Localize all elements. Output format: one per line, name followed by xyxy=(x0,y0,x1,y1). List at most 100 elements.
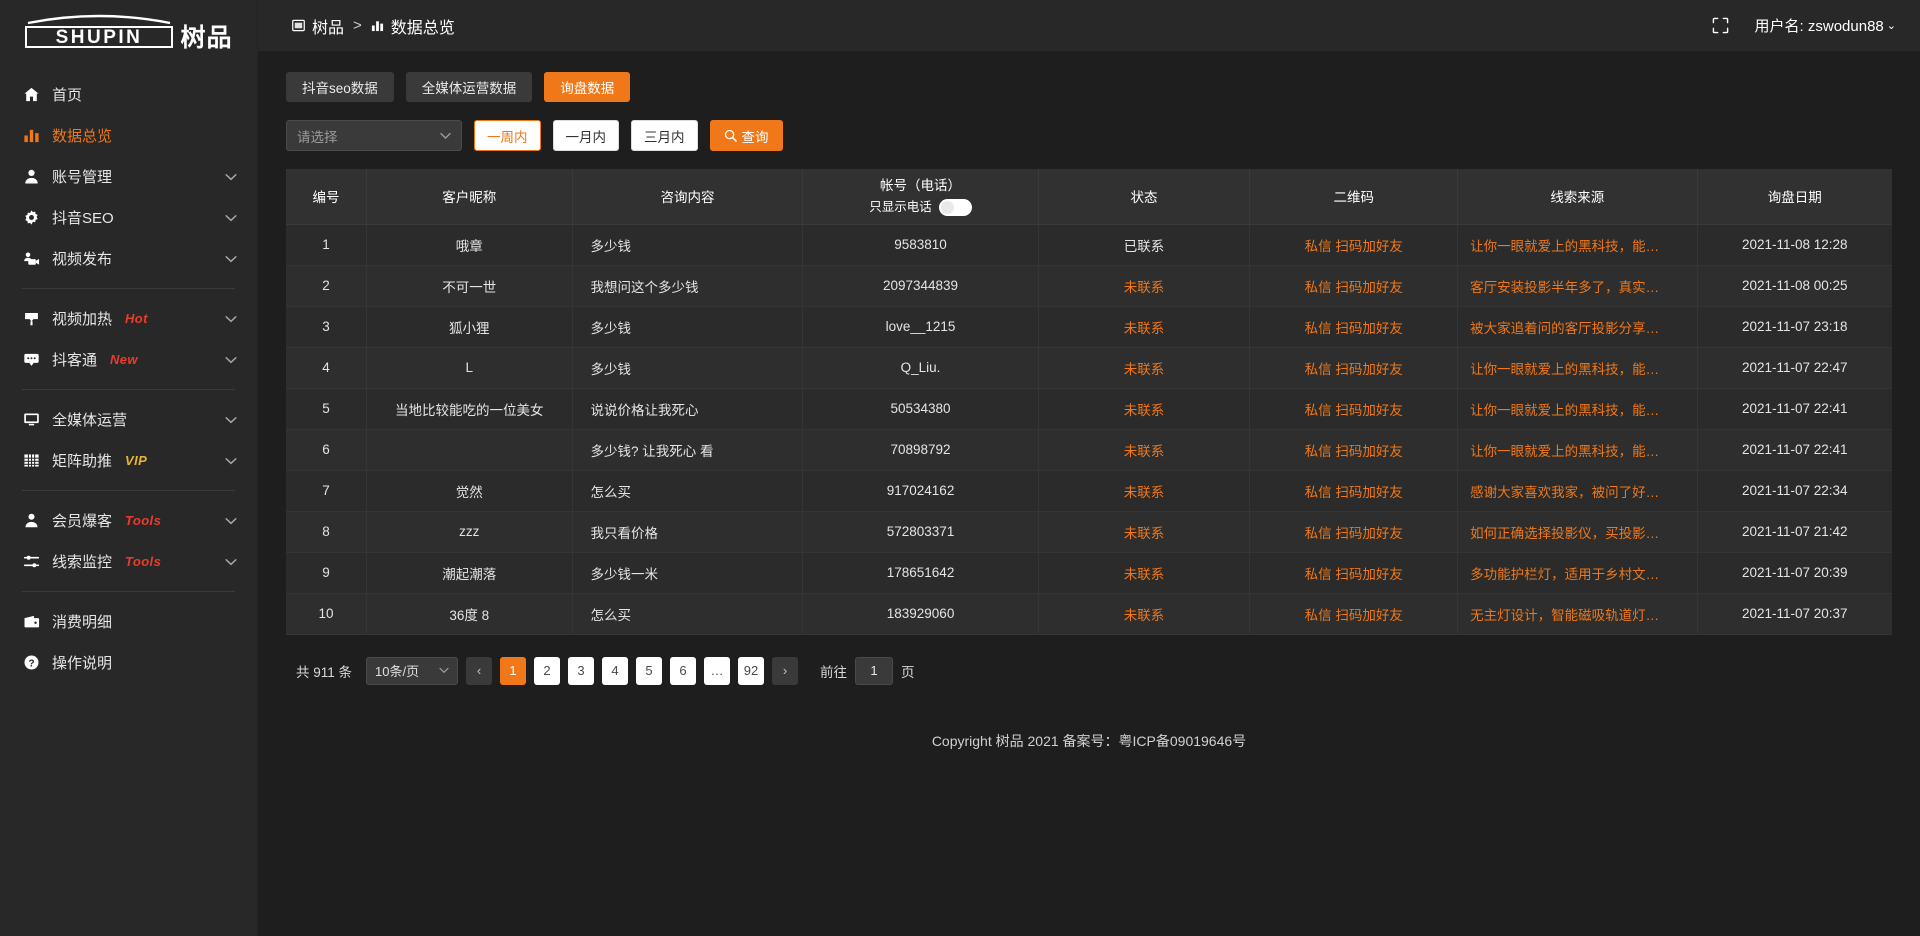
page-size-select[interactable]: 10条/页 xyxy=(366,656,459,685)
fullscreen-icon[interactable] xyxy=(1712,17,1729,34)
cell-source[interactable]: 客厅安装投影半年多了，真实… xyxy=(1457,265,1698,307)
pagination-page-6[interactable]: 6 xyxy=(670,656,697,685)
table-row[interactable]: 4 L 多少钱 Q_Liu. 未联系 私信 扫码加好友 让你一眼就爱上的黑科技，能… 2021… xyxy=(286,347,1892,389)
sidebar-item-8[interactable]: 矩阵助推 VIP xyxy=(0,440,257,481)
cell-qrcode[interactable]: 私信 扫码加好友 xyxy=(1249,347,1459,389)
sidebar-item-12[interactable]: ? 操作说明 xyxy=(0,642,257,683)
sidebar-item-9[interactable]: 会员爆客 Tools xyxy=(0,500,257,541)
table-row[interactable]: 3 狐小狸 多少钱 love__1215 未联系 私信 扫码加好友 被大家追着问的客厅投影分… xyxy=(286,306,1892,348)
pagination-page-4[interactable]: 4 xyxy=(602,656,629,685)
cell-qrcode[interactable]: 私信 扫码加好友 xyxy=(1249,511,1459,553)
source-link[interactable]: 让你一眼就爱上的黑科技，能… xyxy=(1470,361,1660,377)
sidebar-item-5[interactable]: 视频加热 Hot xyxy=(0,298,257,339)
cell-qrcode[interactable]: 私信 扫码加好友 xyxy=(1249,306,1459,348)
table-row[interactable]: 7 觉然 怎么买 917024162 未联系 私信 扫码加好友 感谢大家喜欢我家，被问了好…… xyxy=(286,470,1892,512)
sidebar-item-4[interactable]: 视频发布 xyxy=(0,238,257,279)
range-button-2[interactable]: 三月内 xyxy=(631,120,698,151)
sidebar-item-6[interactable]: 抖客通 New xyxy=(0,339,257,380)
cell-source[interactable]: 让你一眼就爱上的黑科技，能… xyxy=(1457,429,1698,471)
source-link[interactable]: 让你一眼就爱上的黑科技，能… xyxy=(1470,238,1660,254)
chevron-down-icon[interactable] xyxy=(225,457,237,465)
cell-qrcode[interactable]: 私信 扫码加好友 xyxy=(1249,470,1459,512)
source-link[interactable]: 多功能护栏灯，适用于乡村文… xyxy=(1470,566,1660,582)
pagination-prev[interactable]: ‹ xyxy=(466,656,493,685)
cell-qrcode[interactable]: 私信 扫码加好友 xyxy=(1249,429,1459,471)
chevron-down-icon[interactable] xyxy=(225,558,237,566)
sidebar-item-3[interactable]: 抖音SEO xyxy=(0,197,257,238)
chevron-down-icon[interactable] xyxy=(225,255,237,263)
qrcode-link[interactable]: 私信 扫码加好友 xyxy=(1304,443,1403,459)
source-link[interactable]: 无主灯设计，智能磁吸轨道灯… xyxy=(1470,607,1660,623)
source-link[interactable]: 让你一眼就爱上的黑科技，能… xyxy=(1470,443,1660,459)
pagination-next[interactable]: › xyxy=(772,656,799,685)
qrcode-link[interactable]: 私信 扫码加好友 xyxy=(1304,607,1403,623)
table-row[interactable]: 1 哦章 多少钱 9583810 已联系 私信 扫码加好友 让你一眼就爱上的黑科技，能… 20… xyxy=(286,224,1892,266)
qrcode-link[interactable]: 私信 扫码加好友 xyxy=(1304,238,1403,254)
th-date: 询盘日期 xyxy=(1697,169,1892,225)
pagination-page-3[interactable]: 3 xyxy=(568,656,595,685)
source-link[interactable]: 感谢大家喜欢我家，被问了好… xyxy=(1470,484,1660,500)
search-button[interactable]: 查询 xyxy=(709,120,783,151)
chevron-down-icon[interactable] xyxy=(225,356,237,364)
source-link[interactable]: 被大家追着问的客厅投影分享… xyxy=(1470,320,1660,336)
qrcode-link[interactable]: 私信 扫码加好友 xyxy=(1304,525,1403,541)
pagination-page-5[interactable]: 5 xyxy=(636,656,663,685)
logo[interactable]: SHUPIN 树品 xyxy=(0,0,257,62)
breadcrumb-item-current[interactable]: 数据总览 xyxy=(371,14,455,38)
chevron-down-icon[interactable] xyxy=(225,416,237,424)
cell-qrcode[interactable]: 私信 扫码加好友 xyxy=(1249,552,1459,594)
qrcode-link[interactable]: 私信 扫码加好友 xyxy=(1304,566,1403,582)
sidebar-item-1[interactable]: 数据总览 xyxy=(0,115,257,156)
qrcode-link[interactable]: 私信 扫码加好友 xyxy=(1304,279,1403,295)
sidebar-item-0[interactable]: 首页 xyxy=(0,74,257,115)
source-link[interactable]: 客厅安装投影半年多了，真实… xyxy=(1470,279,1660,295)
qrcode-link[interactable]: 私信 扫码加好友 xyxy=(1304,361,1403,377)
source-link[interactable]: 让你一眼就爱上的黑科技，能… xyxy=(1470,402,1660,418)
table-row[interactable]: 8 zzz 我只看价格 572803371 未联系 私信 扫码加好友 如何正确选择投影仪，买… xyxy=(286,511,1892,553)
cell-source[interactable]: 感谢大家喜欢我家，被问了好… xyxy=(1457,470,1698,512)
cell-source[interactable]: 被大家追着问的客厅投影分享… xyxy=(1457,306,1698,348)
cell-source[interactable]: 无主灯设计，智能磁吸轨道灯… xyxy=(1457,593,1698,635)
chevron-down-icon[interactable] xyxy=(225,315,237,323)
tab-2[interactable]: 询盘数据 xyxy=(544,72,631,102)
qrcode-link[interactable]: 私信 扫码加好友 xyxy=(1304,320,1403,336)
cell-qrcode[interactable]: 私信 扫码加好友 xyxy=(1249,224,1459,266)
tab-1[interactable]: 全媒体运营数据 xyxy=(405,72,533,102)
user-menu[interactable]: 用户名: zswodun88 ⌄ xyxy=(1755,15,1896,36)
chevron-down-icon[interactable] xyxy=(225,173,237,181)
table-row[interactable]: 10 36度 8 怎么买 183929060 未联系 私信 扫码加好友 无主灯设计，智能磁吸… xyxy=(286,593,1892,635)
cell-source[interactable]: 让你一眼就爱上的黑科技，能… xyxy=(1457,347,1698,389)
cell-source[interactable]: 让你一眼就爱上的黑科技，能… xyxy=(1457,224,1698,266)
pagination-page-1[interactable]: 1 xyxy=(500,656,527,685)
chevron-down-icon[interactable] xyxy=(225,214,237,222)
goto-input[interactable] xyxy=(855,656,894,685)
range-button-0[interactable]: 一周内 xyxy=(474,120,541,151)
cell-qrcode[interactable]: 私信 扫码加好友 xyxy=(1249,388,1459,430)
chevron-down-icon[interactable] xyxy=(225,517,237,525)
cell-qrcode[interactable]: 私信 扫码加好友 xyxy=(1249,593,1459,635)
show-phone-toggle[interactable] xyxy=(938,199,972,217)
qrcode-link[interactable]: 私信 扫码加好友 xyxy=(1304,402,1403,418)
sidebar-item-10[interactable]: 线索监控 Tools xyxy=(0,541,257,582)
range-button-1[interactable]: 一月内 xyxy=(552,120,619,151)
table-row[interactable]: 2 不可一世 我想问这个多少钱 2097344839 未联系 私信 扫码加好友 客厅安装投影… xyxy=(286,265,1892,307)
cell-qrcode[interactable]: 私信 扫码加好友 xyxy=(1249,265,1459,307)
pagination-page-2[interactable]: 2 xyxy=(534,656,561,685)
category-select[interactable]: 请选择 xyxy=(286,120,462,151)
breadcrumb-item-root[interactable]: 树品 xyxy=(292,14,344,38)
source-link[interactable]: 如何正确选择投影仪，买投影… xyxy=(1470,525,1660,541)
sidebar-item-11[interactable]: 消费明细 xyxy=(0,601,257,642)
table-row[interactable]: 9 潮起潮落 多少钱一米 178651642 未联系 私信 扫码加好友 多功能护栏灯，适用于… xyxy=(286,552,1892,594)
pagination-page-…[interactable]: … xyxy=(704,656,731,685)
sidebar-item-7[interactable]: 全媒体运营 xyxy=(0,399,257,440)
cell-source[interactable]: 让你一眼就爱上的黑科技，能… xyxy=(1457,388,1698,430)
sidebar-item-2[interactable]: 账号管理 xyxy=(0,156,257,197)
tab-0[interactable]: 抖音seo数据 xyxy=(286,72,394,102)
table-row[interactable]: 6 多少钱? 让我死心 看 70898792 未联系 私信 扫码加好友 让你一眼就爱上的黑… xyxy=(286,429,1892,471)
pagination-page-92[interactable]: 92 xyxy=(738,656,765,685)
cell-source[interactable]: 如何正确选择投影仪，买投影… xyxy=(1457,511,1698,553)
table-row[interactable]: 5 当地比较能吃的一位美女 说说价格让我死心 50534380 未联系 私信 扫码加好友 让… xyxy=(286,388,1892,430)
cell-source[interactable]: 多功能护栏灯，适用于乡村文… xyxy=(1457,552,1698,594)
cell-date: 2021-11-07 22:41 xyxy=(1697,429,1892,471)
qrcode-link[interactable]: 私信 扫码加好友 xyxy=(1304,484,1403,500)
